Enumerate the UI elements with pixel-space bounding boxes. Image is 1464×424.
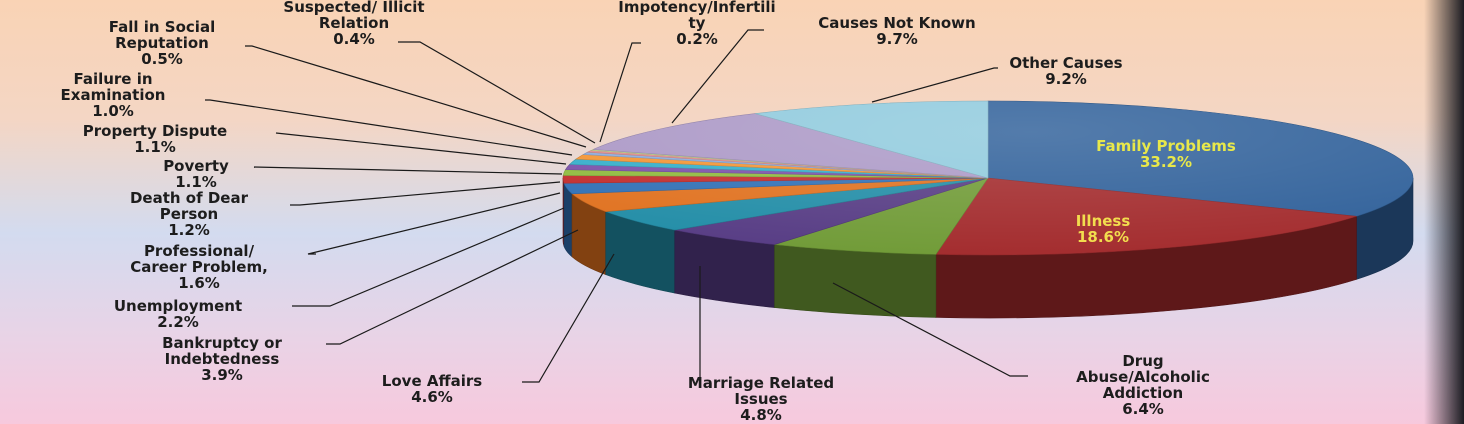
slice-label-name: Love Affairs <box>382 372 482 390</box>
slice-label-name: Property Dispute <box>83 122 227 140</box>
slice-label-name: Poverty <box>163 157 229 175</box>
slice-label-value: 1.2% <box>168 221 210 239</box>
slice-label-value: 1.1% <box>134 138 176 156</box>
slice-label-name: Fall in Social Reputation <box>109 18 215 52</box>
slice-label-value: 1.1% <box>175 173 217 191</box>
pie-slice-side <box>774 244 937 318</box>
leader-line <box>398 41 596 144</box>
pie-slice-side <box>563 183 573 258</box>
slice-label-name: Impotency/Infertili ty <box>618 0 775 32</box>
slice-label-name: Bankruptcy or Indebtedness <box>162 334 282 368</box>
slice-label-name: Suspected/ Illicit Relation <box>283 0 424 32</box>
slice-label-name: Drug Abuse/Alcoholic Addiction <box>1076 352 1210 402</box>
slice-label-name: Causes Not Known <box>818 14 975 32</box>
slice-label-name: Unemployment <box>114 297 242 315</box>
leader-line <box>599 42 641 143</box>
slice-label-name: Failure in Examination <box>61 70 166 104</box>
slice-label-name: Marriage Related Issues <box>688 374 834 408</box>
slice-label-name: Professional/Career Problem, <box>130 242 268 276</box>
leader-line <box>522 253 615 383</box>
leader-line <box>292 207 565 307</box>
slice-label-value: 33.2% <box>1140 153 1192 171</box>
leader-line <box>307 192 561 255</box>
slice-label-value: 0.2% <box>676 30 718 48</box>
leader-line <box>671 29 764 124</box>
leader-line <box>326 229 579 345</box>
slice-label-name: Illness <box>1076 212 1131 230</box>
slice-label-value: 4.8% <box>740 406 782 424</box>
slice-label-value: 0.5% <box>141 50 183 68</box>
leader-line <box>275 132 567 165</box>
leader-line <box>871 67 998 103</box>
leader-line <box>205 99 573 156</box>
slice-label-value: 6.4% <box>1122 400 1164 418</box>
slice-label-name: Family Problems <box>1096 137 1236 155</box>
slice-label: Impotency/Infertili ty0.2% <box>618 0 775 48</box>
slice-label-value: 1.6% <box>178 274 220 292</box>
slice-label-value: 1.0% <box>92 102 134 120</box>
slice-label-value: 3.9% <box>201 366 243 384</box>
slice-label-value: 4.6% <box>411 388 453 406</box>
slice-label-value: 9.2% <box>1045 70 1087 88</box>
slice-label-name: Death of Dear Person <box>130 189 249 223</box>
leader-line <box>253 166 563 175</box>
chart-frame-edge <box>1424 0 1464 424</box>
slice-label: Professional/Career Problem,1.6% <box>130 242 268 292</box>
leader-line <box>245 45 587 148</box>
leader-line <box>832 282 1028 377</box>
slice-label-value: 0.4% <box>333 30 375 48</box>
slice-label-value: 9.7% <box>876 30 918 48</box>
leader-line <box>290 181 561 206</box>
slice-label-value: 2.2% <box>157 313 199 331</box>
slice-label-value: 18.6% <box>1077 228 1129 246</box>
slice-label-name: Other Causes <box>1009 54 1122 72</box>
